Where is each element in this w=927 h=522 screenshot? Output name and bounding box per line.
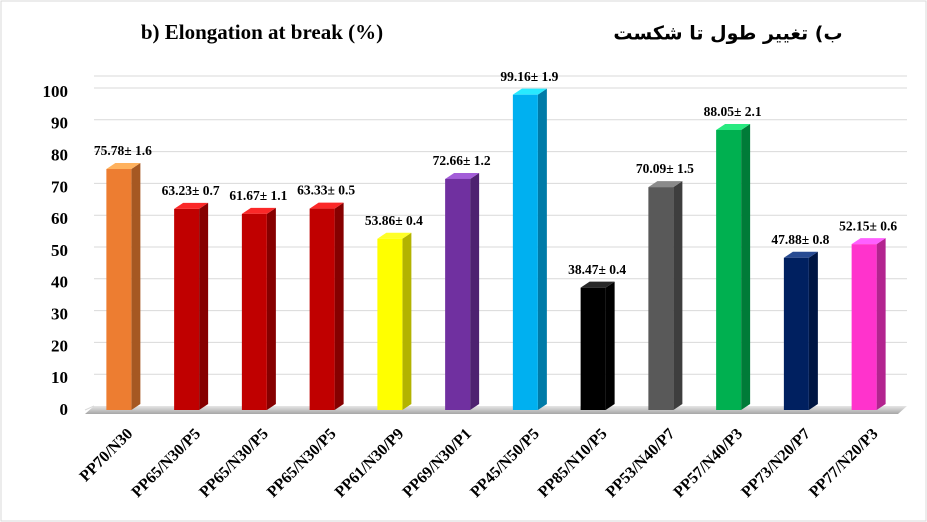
data-label: 75.78± 1.6 [94,143,152,158]
data-label: 72.66± 1.2 [433,153,491,168]
bar-top [106,163,141,170]
data-label: 52.15± 0.6 [839,218,897,233]
bar-top [445,172,480,179]
data-label: 70.09± 1.5 [636,161,694,176]
floor [85,406,907,414]
data-label: 47.88± 0.8 [771,232,829,247]
bar-top [851,238,886,245]
chart-title: b) Elongation at break (%) [141,20,383,44]
bar [309,208,335,410]
y-tick-label: 90 [51,114,68,133]
bar-top [309,202,344,209]
bar-top [783,251,818,258]
data-label: 53.86± 0.4 [365,213,423,228]
bar [716,130,742,410]
y-tick-label: 60 [51,209,68,228]
bar-side [199,202,209,410]
bar-side [741,124,751,410]
data-label: 63.33± 0.5 [297,183,355,198]
bar [783,257,809,410]
bar-top [648,181,683,188]
y-tick-label: 80 [51,146,68,165]
data-label: 38.47± 0.4 [568,262,626,277]
data-label: 63.23± 0.7 [162,183,220,198]
y-tick-label: 20 [51,336,68,355]
bar-top [580,281,615,288]
bar-side [605,281,615,410]
y-tick-label: 10 [51,368,68,387]
bar-side [402,232,412,410]
chart-subtitle: ب) تغییر طول تا شکست [613,23,842,45]
bar-top [716,124,751,131]
bar-top [377,232,412,239]
bar [174,208,200,410]
bar-side [537,88,547,410]
y-tick-label: 50 [51,241,68,260]
y-tick-label: 100 [43,82,69,101]
data-label: 88.05± 2.1 [704,104,762,119]
data-label: 61.67± 1.1 [229,188,287,203]
bar [106,169,132,410]
y-tick-label: 70 [51,177,68,196]
bar-side [470,172,480,410]
bar [512,94,538,410]
bar [445,178,471,410]
y-tick-label: 30 [51,305,68,324]
bar [851,244,877,410]
bar-side [808,251,818,410]
data-label: 99.16± 1.9 [500,69,558,84]
bar-side [673,181,683,410]
grid-side [84,405,95,411]
bar-side [131,163,141,410]
bar [580,287,606,410]
bar-top [241,207,276,214]
bar [377,238,403,410]
bar-side [876,238,886,410]
y-tick-label: 40 [51,273,68,292]
bar [241,213,267,410]
bar-top [174,202,209,209]
bar-side [266,207,276,410]
bar [648,187,674,410]
bar-top [512,88,547,95]
y-tick-label: 0 [60,400,69,419]
bar-side [334,202,344,410]
